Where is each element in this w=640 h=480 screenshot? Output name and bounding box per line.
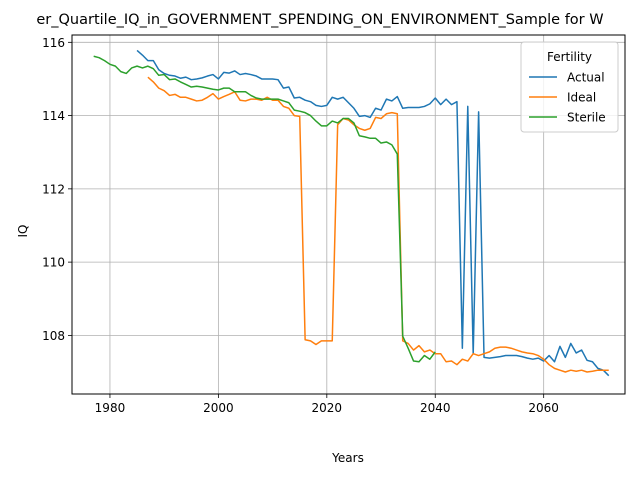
y-axis-label: IQ xyxy=(16,225,30,238)
x-axis-label: Years xyxy=(331,451,364,465)
legend-title: Fertility xyxy=(547,50,592,64)
x-tick-label: 2040 xyxy=(420,401,451,415)
x-axis-ticks: 1980 2000 2020 2040 2060 xyxy=(95,394,559,415)
x-tick-label: 2000 xyxy=(203,401,234,415)
legend-label-ideal: Ideal xyxy=(567,91,596,105)
series-line-actual xyxy=(136,49,610,377)
plot-frame xyxy=(71,34,626,395)
y-tick-label: 108 xyxy=(42,329,65,343)
y-tick-label: 114 xyxy=(42,109,65,123)
x-tick-label: 2060 xyxy=(528,401,559,415)
y-tick-label: 116 xyxy=(42,36,65,50)
chart-title: er_Quartile_IQ_in_GOVERNMENT_SPENDING_ON… xyxy=(36,12,603,28)
legend-label-actual: Actual xyxy=(567,71,605,85)
series-line-sterile xyxy=(93,55,436,363)
legend: Fertility Actual Ideal Sterile xyxy=(520,41,619,133)
x-tick-label: 1980 xyxy=(95,401,126,415)
y-tick-label: 112 xyxy=(42,182,65,196)
legend-box xyxy=(520,41,619,133)
y-tick-label: 110 xyxy=(42,256,65,270)
legend-label-sterile: Sterile xyxy=(567,111,606,125)
y-axis-ticks: 108 110 112 114 116 xyxy=(42,36,72,343)
series-line-ideal xyxy=(147,76,609,373)
x-tick-label: 2020 xyxy=(312,401,343,415)
series-lines xyxy=(93,49,610,377)
